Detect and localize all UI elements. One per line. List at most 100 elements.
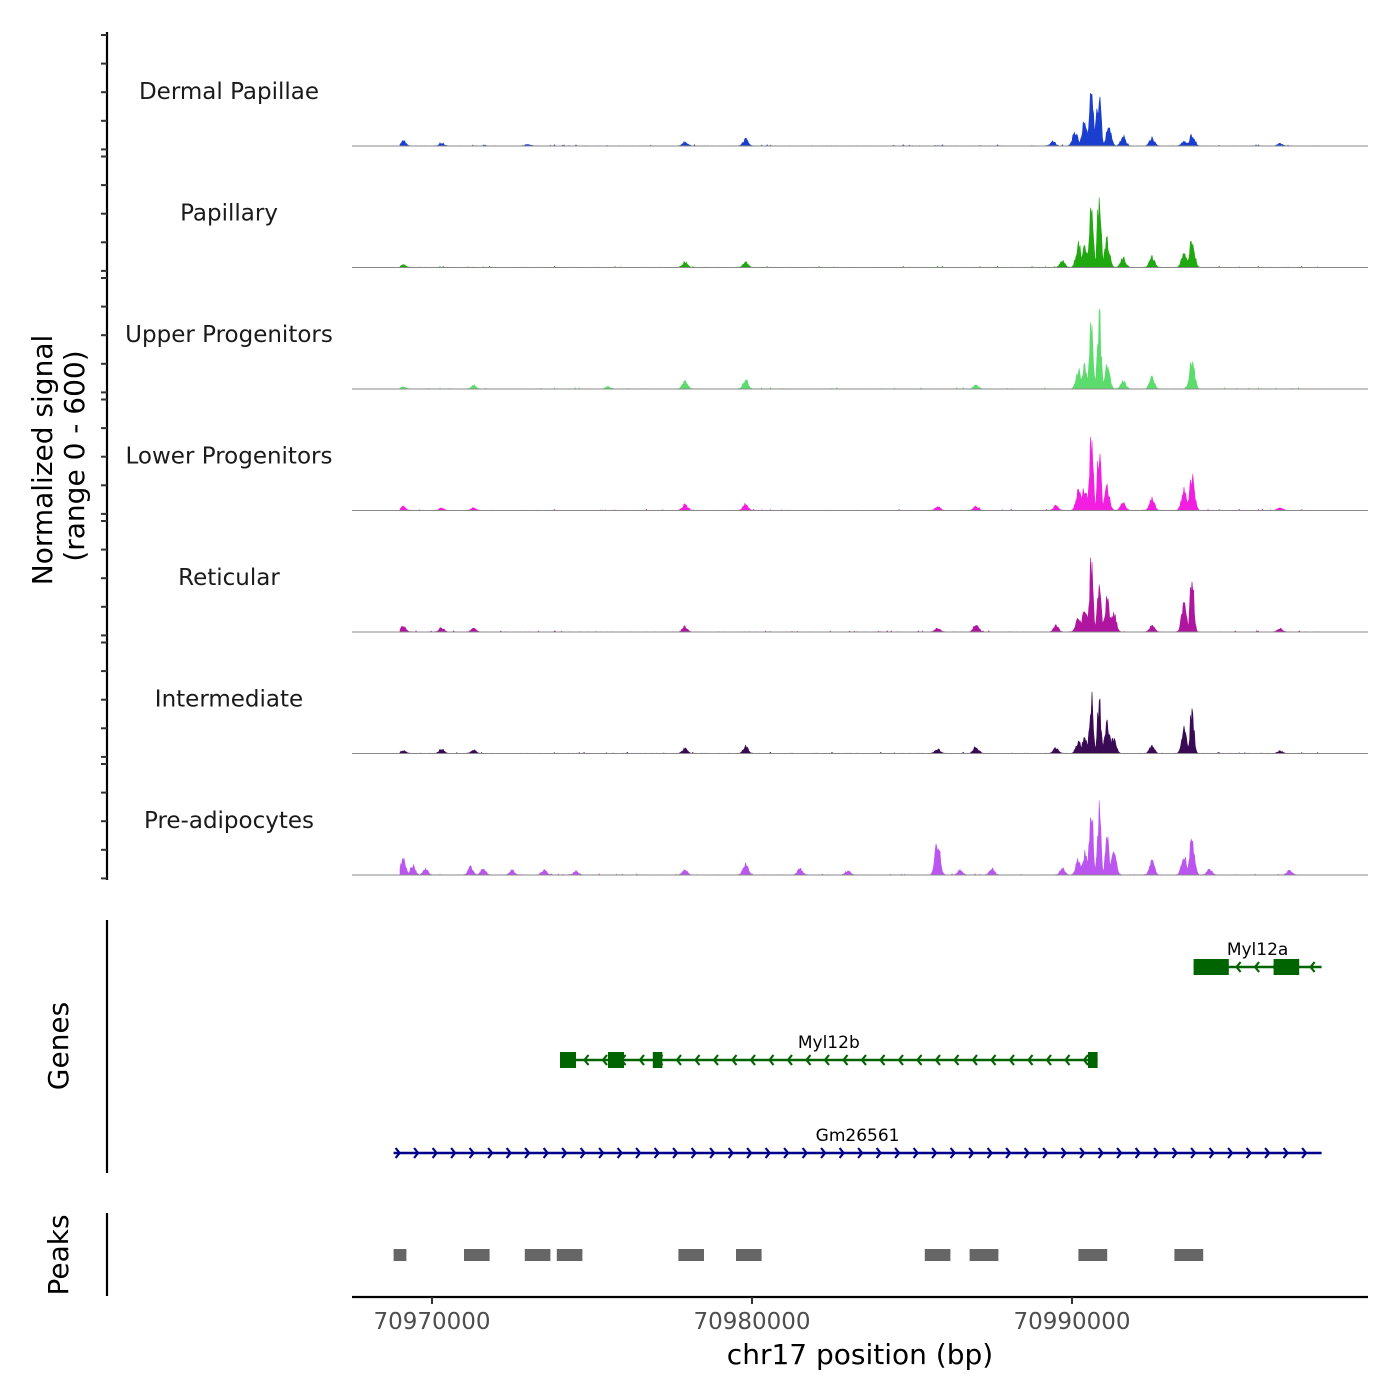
strand-arrow xyxy=(616,1147,624,1159)
strand-arrow xyxy=(505,1147,513,1159)
strand-arrow xyxy=(749,1054,756,1066)
signal-area xyxy=(399,197,1322,268)
peaks-panel xyxy=(105,1213,1204,1296)
signal-track: Reticular xyxy=(178,557,1368,633)
strand-arrow xyxy=(468,1147,476,1159)
strand-arrow xyxy=(823,1054,830,1066)
strand-arrow xyxy=(598,1147,605,1159)
strand-arrow xyxy=(524,1147,531,1159)
exon xyxy=(1273,959,1300,975)
signal-area xyxy=(399,436,1322,511)
strand-arrow xyxy=(690,1147,698,1159)
peak-region xyxy=(969,1249,999,1261)
strand-arrow xyxy=(413,1147,420,1159)
strand-arrow xyxy=(1245,1147,1253,1159)
peak-region xyxy=(678,1249,704,1261)
strand-arrow xyxy=(1253,961,1260,973)
strand-arrow xyxy=(857,1147,864,1159)
genes-axis-title: Genes xyxy=(42,1002,75,1090)
strand-arrow xyxy=(1282,1147,1290,1159)
strand-arrow xyxy=(860,1054,867,1066)
strand-arrow xyxy=(450,1147,457,1159)
signal-area xyxy=(399,308,1322,390)
peak-region xyxy=(556,1249,583,1261)
strand-arrow xyxy=(968,1147,975,1159)
strand-arrow xyxy=(949,1147,957,1159)
signal-area xyxy=(399,93,1322,147)
strand-arrow xyxy=(579,1147,587,1159)
strand-arrow xyxy=(1235,961,1242,973)
strand-arrow xyxy=(1309,961,1316,973)
strand-arrow xyxy=(1153,1147,1160,1159)
strand-arrow xyxy=(542,1147,550,1159)
exon xyxy=(608,1052,624,1068)
signal-area xyxy=(399,691,1322,754)
track-label: Intermediate xyxy=(155,687,303,713)
strand-arrow xyxy=(783,1147,790,1159)
signal-track: Upper Progenitors xyxy=(125,308,1368,390)
y-axis-title-line1: Normalized signal xyxy=(26,335,59,586)
peak-region xyxy=(1078,1249,1108,1261)
strand-arrow xyxy=(990,1054,997,1066)
strand-arrow xyxy=(487,1147,494,1159)
exon xyxy=(652,1052,663,1068)
strand-arrow xyxy=(561,1147,568,1159)
y-axis-title-line2: (range 0 - 600) xyxy=(58,350,91,561)
track-label: Pre-adipocytes xyxy=(144,808,314,834)
strand-arrow xyxy=(1064,1054,1071,1066)
track-label: Lower Progenitors xyxy=(126,444,333,470)
strand-arrow xyxy=(934,1054,941,1066)
strand-arrow xyxy=(897,1054,904,1066)
signal-track: Pre-adipocytes xyxy=(144,800,1368,876)
signal-track: Dermal Papillae xyxy=(139,79,1368,147)
signal-track: Papillary xyxy=(180,197,1368,268)
x-tick-label: 70990000 xyxy=(1013,1309,1130,1335)
strand-arrow xyxy=(1208,1147,1216,1159)
peak-region xyxy=(924,1249,951,1261)
exon xyxy=(560,1052,576,1068)
strand-arrow xyxy=(805,1054,812,1066)
exon xyxy=(1193,959,1229,975)
strand-arrow xyxy=(953,1054,960,1066)
strand-arrow xyxy=(431,1147,439,1159)
strand-arrow xyxy=(1079,1147,1086,1159)
strand-arrow xyxy=(1301,1147,1308,1159)
strand-arrow xyxy=(1190,1147,1197,1159)
signal-tracks: Dermal Papillae Papillary Upper Progenitor… xyxy=(125,79,1368,876)
strand-arrow xyxy=(731,1054,738,1066)
strand-arrow xyxy=(1171,1147,1179,1159)
strand-arrow xyxy=(675,1054,682,1066)
strand-arrow xyxy=(1045,1054,1052,1066)
strand-arrow xyxy=(1134,1147,1142,1159)
strand-arrow xyxy=(653,1147,661,1159)
gene-label: Myl12a xyxy=(1227,940,1289,960)
strand-arrow xyxy=(1264,1147,1271,1159)
signal-area xyxy=(399,800,1322,876)
signal-y-axis xyxy=(101,32,109,880)
x-tick-label: 70980000 xyxy=(693,1309,810,1335)
peak-region xyxy=(393,1249,407,1261)
strand-arrow xyxy=(764,1147,772,1159)
x-tick-label: 70970000 xyxy=(373,1309,490,1335)
strand-arrow xyxy=(894,1147,901,1159)
x-axis: 70970000 70980000 70990000 xyxy=(352,1295,1368,1335)
gene-label: Gm26561 xyxy=(816,1126,900,1146)
strand-arrow xyxy=(971,1054,978,1066)
strand-arrow xyxy=(583,1054,590,1066)
signal-area xyxy=(399,557,1322,633)
peak-region xyxy=(736,1249,762,1261)
strand-arrow xyxy=(768,1054,775,1066)
peaks-axis-title: Peaks xyxy=(42,1214,75,1295)
strand-arrow xyxy=(1005,1147,1012,1159)
track-label: Reticular xyxy=(178,565,280,591)
strand-arrow xyxy=(786,1054,793,1066)
signal-track: Lower Progenitors xyxy=(126,436,1368,511)
strand-arrow xyxy=(820,1147,827,1159)
strand-arrow xyxy=(1008,1054,1015,1066)
strand-arrow xyxy=(601,1054,608,1066)
strand-arrow xyxy=(635,1147,642,1159)
strand-arrow xyxy=(879,1054,886,1066)
track-label: Dermal Papillae xyxy=(139,79,319,105)
